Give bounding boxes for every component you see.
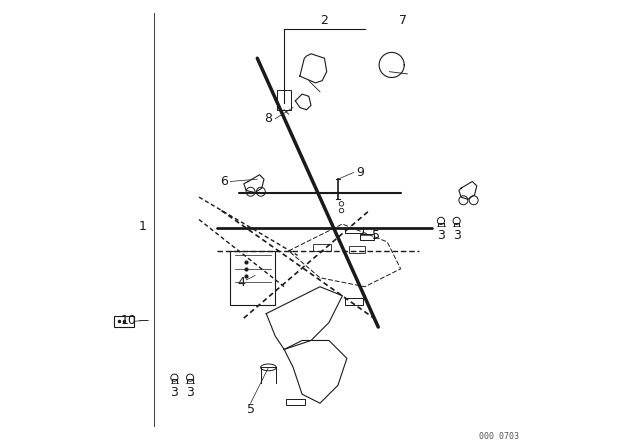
Bar — [230, 251, 275, 305]
Text: 5: 5 — [372, 228, 380, 242]
Bar — [314, 244, 332, 251]
Text: 9: 9 — [356, 166, 364, 179]
Bar — [278, 90, 291, 110]
Bar — [345, 298, 363, 305]
Bar — [114, 316, 134, 327]
Bar — [287, 399, 305, 405]
Bar — [360, 234, 374, 240]
Text: 6: 6 — [220, 175, 228, 188]
Text: 3: 3 — [186, 385, 194, 399]
Text: 3: 3 — [437, 228, 445, 242]
Text: 3: 3 — [452, 228, 461, 242]
Text: 2: 2 — [321, 13, 328, 27]
Bar — [345, 228, 363, 233]
Text: 10: 10 — [120, 314, 136, 327]
Text: 7: 7 — [399, 13, 407, 27]
Text: 5: 5 — [246, 403, 255, 417]
Text: 000 0703: 000 0703 — [479, 432, 519, 441]
Text: 8: 8 — [264, 112, 273, 125]
Text: 3: 3 — [170, 385, 179, 399]
Text: 4: 4 — [237, 276, 246, 289]
Text: 1: 1 — [139, 220, 147, 233]
Bar — [349, 246, 365, 253]
